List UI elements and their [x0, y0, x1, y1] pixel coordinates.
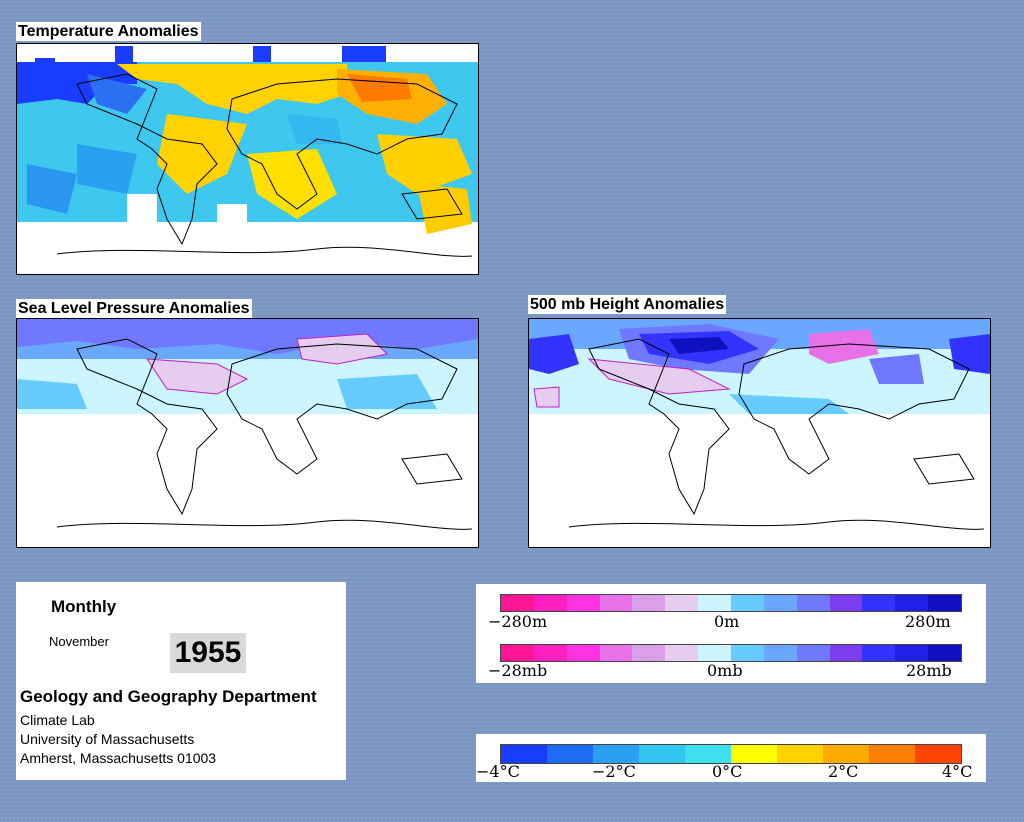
height-colorbar-swatch — [895, 595, 929, 611]
height-max-label: 280m — [905, 612, 951, 631]
slp-anomaly-map — [16, 318, 479, 548]
height-colorbar — [500, 594, 962, 612]
slp-map-graphic — [17, 319, 478, 547]
temp-label-neg4: −4°C — [476, 762, 520, 781]
height-colorbar-swatch — [599, 595, 633, 611]
temperature-colorbar-swatch — [777, 745, 823, 763]
height-colorbar-swatch — [928, 595, 962, 611]
temp-label-0: 0°C — [712, 762, 743, 781]
height-colorbar-swatch — [763, 595, 797, 611]
month-label: November — [49, 634, 109, 649]
frequency-label: Monthly — [51, 597, 117, 616]
height-colorbar-swatch — [698, 595, 732, 611]
height-colorbar-swatch — [501, 595, 534, 611]
temperature-colorbar-swatch — [915, 745, 961, 763]
height-colorbar-swatch — [862, 595, 896, 611]
pressure-colorbar-swatch — [501, 645, 534, 661]
pressure-colorbar — [500, 644, 962, 662]
temperature-legend: −4°C −2°C 0°C 2°C 4°C — [476, 734, 986, 782]
pressure-colorbar-swatch — [763, 645, 797, 661]
height-colorbar-swatch — [533, 595, 567, 611]
height-colorbar-swatch — [665, 595, 699, 611]
height-colorbar-swatch — [829, 595, 863, 611]
height-colorbar-swatch — [731, 595, 764, 611]
pressure-colorbar-swatch — [895, 645, 929, 661]
pressure-max-label: 28mb — [906, 661, 952, 680]
pressure-min-label: −28mb — [488, 661, 548, 680]
temperature-colorbar-swatch — [869, 745, 915, 763]
temperature-colorbar-swatch — [547, 745, 593, 763]
temperature-map-graphic — [17, 44, 478, 274]
pressure-colorbar-swatch — [533, 645, 567, 661]
temperature-colorbar-swatch — [639, 745, 685, 763]
height-anomalies-title: 500 mb Height Anomalies — [528, 295, 727, 314]
height-anomaly-map — [528, 318, 991, 548]
pressure-colorbar-swatch — [796, 645, 830, 661]
department-label: Geology and Geography Department — [20, 687, 317, 706]
temperature-colorbar-swatch — [593, 745, 639, 763]
pressure-colorbar-swatch — [862, 645, 896, 661]
temperature-colorbar-swatch — [501, 745, 547, 763]
height-colorbar-swatch — [796, 595, 830, 611]
pressure-colorbar-swatch — [632, 645, 666, 661]
height-mid-label: 0m — [714, 612, 740, 631]
pressure-colorbar-swatch — [928, 645, 962, 661]
pressure-colorbar-swatch — [566, 645, 600, 661]
temp-label-4: 4°C — [942, 762, 973, 781]
temperature-colorbar-swatch — [731, 745, 777, 763]
height-map-graphic — [529, 319, 990, 547]
pressure-colorbar-swatch — [731, 645, 764, 661]
pressure-colorbar-swatch — [829, 645, 863, 661]
height-colorbar-swatch — [632, 595, 666, 611]
info-box: Monthly November 1955 Geology and Geogra… — [16, 582, 346, 780]
lab-label: Climate Lab — [20, 712, 95, 728]
temperature-anomaly-map — [16, 43, 479, 275]
slp-anomalies-title: Sea Level Pressure Anomalies — [16, 299, 252, 318]
pressure-mid-label: 0mb — [707, 661, 743, 680]
height-colorbar-swatch — [566, 595, 600, 611]
pressure-colorbar-swatch — [665, 645, 699, 661]
temperature-anomalies-title: Temperature Anomalies — [16, 22, 201, 41]
temperature-colorbar — [500, 744, 962, 764]
temperature-colorbar-swatch — [685, 745, 731, 763]
pressure-colorbar-swatch — [698, 645, 732, 661]
pressure-colorbar-swatch — [599, 645, 633, 661]
year-label: 1955 — [170, 633, 246, 673]
university-label: University of Massachusetts — [20, 731, 195, 747]
height-min-label: −280m — [488, 612, 548, 631]
address-label: Amherst, Massachusetts 01003 — [20, 750, 217, 766]
temp-label-2: 2°C — [828, 762, 859, 781]
temp-label-neg2: −2°C — [592, 762, 636, 781]
height-pressure-legend: −280m 0m 280m −28mb 0mb 28mb — [476, 584, 986, 683]
temperature-colorbar-swatch — [823, 745, 869, 763]
